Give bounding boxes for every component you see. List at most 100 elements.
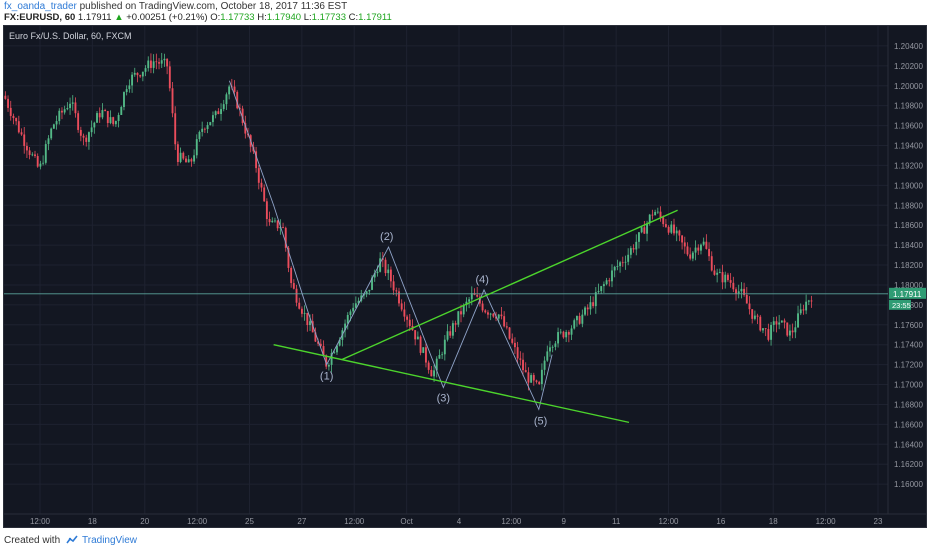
candle-body xyxy=(39,163,42,167)
chart-frame[interactable]: 1.20400 1.20200 1.20000 1.19800 1.19600 1.194… xyxy=(3,25,927,528)
candle-body xyxy=(640,227,643,233)
x-tick-label: 16 xyxy=(716,517,725,526)
candle-body xyxy=(141,71,144,77)
candle-body xyxy=(61,110,63,113)
candle-body xyxy=(217,111,220,115)
tradingview-brand-link[interactable]: TradingView xyxy=(82,535,138,546)
y-tick-label: 1.16800 xyxy=(894,400,923,409)
candle-body xyxy=(716,272,719,275)
candle-body xyxy=(303,312,306,314)
candle-body xyxy=(203,128,206,130)
candle-body xyxy=(449,331,452,336)
y-tick-label: 1.18800 xyxy=(894,201,923,210)
candle-body xyxy=(594,292,597,307)
candle-body xyxy=(163,58,166,61)
candle-body xyxy=(398,291,400,304)
candle-body xyxy=(708,248,710,257)
candle-body xyxy=(540,369,543,385)
candle-body xyxy=(295,288,298,303)
candle-body xyxy=(28,150,31,155)
candle-body xyxy=(260,182,263,188)
candle-body xyxy=(346,315,349,324)
candle-body xyxy=(629,248,632,255)
current-price-label: 1.17911 xyxy=(893,290,922,299)
candle-body xyxy=(513,342,516,348)
x-tick-label: 12:00 xyxy=(816,517,837,526)
candle-body xyxy=(322,346,325,356)
candle-body xyxy=(419,336,422,353)
wave-label: (1) xyxy=(320,371,333,383)
candle-body xyxy=(681,235,684,243)
candle-body xyxy=(503,316,506,327)
x-tick-label: 9 xyxy=(562,517,567,526)
candle-body xyxy=(451,323,454,336)
candle-body xyxy=(435,358,438,371)
candle-body xyxy=(42,162,45,164)
candle-body xyxy=(788,330,791,336)
candle-body xyxy=(25,145,28,151)
candle-body xyxy=(131,74,134,86)
candle-body xyxy=(384,259,387,274)
x-tick-label: 18 xyxy=(88,517,97,526)
candle-body xyxy=(570,328,573,335)
candle-body xyxy=(241,108,244,124)
candle-body xyxy=(535,380,538,382)
y-tick-label: 1.17600 xyxy=(894,321,923,330)
candle-body xyxy=(389,269,392,282)
candle-body xyxy=(93,122,96,128)
candle-body xyxy=(155,61,158,63)
x-tick-label: 4 xyxy=(457,517,462,526)
candle-body xyxy=(584,307,586,315)
publish-info: published on TradingView.com, October 18… xyxy=(79,1,348,12)
candle-body xyxy=(376,271,379,274)
countdown-label: 23:55 xyxy=(892,301,911,310)
candle-body xyxy=(489,313,492,315)
candle-body xyxy=(751,309,754,319)
candle-body xyxy=(255,151,258,169)
candle-body xyxy=(737,291,740,294)
candle-body xyxy=(185,158,187,163)
candle-body xyxy=(352,307,355,312)
y-tick-label: 1.17200 xyxy=(894,361,923,370)
candle-body xyxy=(613,266,616,271)
candle-body xyxy=(495,316,498,319)
candle-body xyxy=(589,302,592,310)
candle-body xyxy=(586,307,589,310)
candle-body xyxy=(597,291,600,293)
candle-body xyxy=(794,327,797,333)
candle-body xyxy=(438,354,441,359)
candle-body xyxy=(632,248,635,250)
price-chart[interactable]: 1.20400 1.20200 1.20000 1.19800 1.19600 1.194… xyxy=(4,26,926,527)
wave-label: (2) xyxy=(380,231,393,243)
y-tick-label: 1.20200 xyxy=(894,62,923,71)
candle-body xyxy=(443,339,446,355)
candle-body xyxy=(55,121,58,125)
candle-body xyxy=(387,269,390,274)
candle-body xyxy=(791,330,794,333)
up-arrow-icon: ▲ xyxy=(114,12,124,23)
candle-body xyxy=(735,289,737,294)
candle-body xyxy=(292,283,295,289)
candle-body xyxy=(319,343,322,347)
candle-body xyxy=(190,159,193,162)
candle-body xyxy=(659,211,662,218)
candle-body xyxy=(635,241,638,250)
candle-body xyxy=(770,324,773,340)
candle-body xyxy=(330,353,333,365)
candle-body xyxy=(98,113,101,118)
x-tick-label: 12:00 xyxy=(344,517,365,526)
x-tick-label: 18 xyxy=(769,517,778,526)
candle-body xyxy=(543,360,546,370)
candle-body xyxy=(775,321,778,325)
candle-body xyxy=(36,156,39,167)
candle-body xyxy=(470,293,473,300)
candle-body xyxy=(511,338,514,343)
candle-body xyxy=(519,358,522,360)
candle-body xyxy=(268,219,271,223)
author-link[interactable]: fx_oanda_trader xyxy=(4,1,77,12)
publish-line: fx_oanda_trader published on TradingView… xyxy=(4,1,347,12)
candle-body xyxy=(85,137,88,142)
candle-body xyxy=(144,68,147,72)
candle-body xyxy=(23,134,26,146)
candle-body xyxy=(662,217,665,225)
